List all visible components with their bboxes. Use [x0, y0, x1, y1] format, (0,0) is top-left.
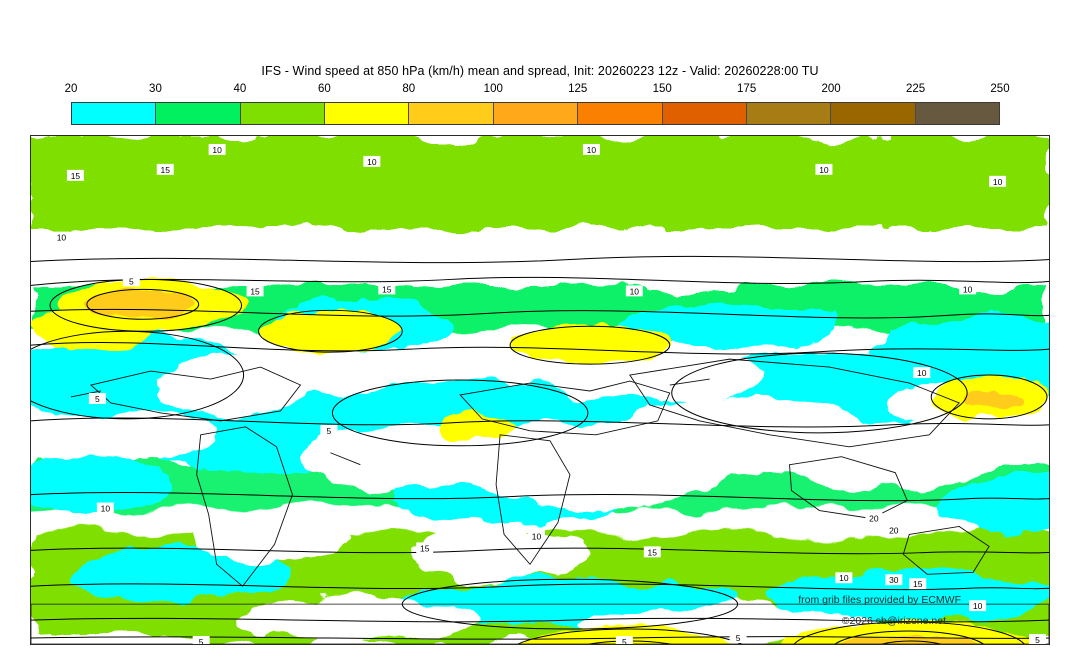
- colorbar-band-150-175: [662, 103, 747, 124]
- contour-label: 5: [1029, 634, 1047, 644]
- copyright-credit: ©2026 sb@irizone.net: [841, 615, 946, 627]
- colorbar-tick-40: 40: [233, 83, 247, 95]
- contour-label: 5: [122, 275, 140, 286]
- svg-text:15: 15: [250, 286, 260, 296]
- contour-label: 10: [363, 155, 381, 167]
- contour-label: 15: [66, 169, 84, 181]
- contour-label: 5: [88, 392, 106, 404]
- contour-label: 5: [320, 424, 338, 436]
- colorbar-tick-200: 200: [821, 83, 841, 95]
- colorbar-tick-125: 125: [568, 83, 588, 95]
- svg-text:5: 5: [736, 633, 741, 643]
- colorbar-band-30-40: [156, 103, 241, 124]
- contour-label-layer: 10 10 10 10 10 15 15 10 5 15 15 10 10 5 …: [52, 143, 1047, 644]
- source-credit: from grib files provided by ECMWF: [798, 594, 961, 606]
- spread-contour-layer: [31, 255, 1049, 644]
- contour-label: 10: [815, 163, 833, 175]
- colorbar-band-200-225: [831, 103, 916, 124]
- band-layer-amber: [88, 288, 1025, 644]
- colorbar-band-225-250: [915, 103, 999, 124]
- svg-text:15: 15: [913, 579, 923, 589]
- contour-label: 10: [835, 572, 853, 583]
- coastline-layer: [31, 358, 1049, 644]
- contour-label: 10: [913, 367, 931, 378]
- colorbar-band-20-30: [72, 103, 157, 124]
- colorbar-band-40-60: [240, 103, 326, 124]
- filled-contour-layer: [31, 136, 1049, 644]
- colorbar-tick-labels: 20 30 40 60 80 100 125 150 175 200 225 250: [65, 83, 1010, 99]
- colorbar-band-60-80: [325, 103, 410, 124]
- contour-label: 10: [959, 283, 977, 294]
- svg-text:10: 10: [367, 157, 377, 167]
- page-title: IFS - Wind speed at 850 hPa (km/h) mean …: [261, 64, 819, 78]
- contour-label: 20: [885, 524, 903, 535]
- svg-text:10: 10: [819, 165, 829, 175]
- contour-label: 20: [865, 512, 883, 523]
- svg-text:10: 10: [532, 531, 542, 541]
- contour-label: 15: [416, 542, 434, 553]
- map-canvas[interactable]: 10 10 10 10 10 15 15 10 5 15 15 10 10 5 …: [30, 135, 1050, 645]
- contour-label: 10: [52, 231, 70, 243]
- svg-text:20: 20: [869, 513, 879, 523]
- contour-label: 10: [208, 143, 226, 155]
- colorbar-tick-60: 60: [317, 83, 331, 95]
- svg-text:10: 10: [993, 177, 1003, 187]
- contour-label: 5: [192, 636, 210, 644]
- svg-text:10: 10: [839, 573, 849, 583]
- svg-text:5: 5: [129, 276, 134, 286]
- colorbar-tick-150: 150: [652, 83, 672, 95]
- svg-text:5: 5: [622, 637, 627, 644]
- contour-label: 15: [378, 283, 396, 294]
- svg-text:15: 15: [648, 547, 658, 557]
- contour-label: 10: [96, 502, 114, 514]
- contour-label: 30: [885, 574, 903, 585]
- colorbar-tick-80: 80: [402, 83, 416, 95]
- contour-label: 10: [528, 530, 545, 541]
- svg-text:15: 15: [161, 165, 171, 175]
- contour-label: 15: [909, 578, 927, 589]
- contour-label: 5: [729, 632, 747, 643]
- contour-label: 10: [989, 175, 1007, 187]
- svg-text:10: 10: [101, 504, 111, 514]
- colorbar-band-175-200: [746, 103, 832, 124]
- contour-label: 15: [156, 163, 174, 175]
- colorbar-tick-225: 225: [905, 83, 926, 95]
- colorbar-tick-175: 175: [737, 83, 757, 95]
- svg-text:10: 10: [917, 368, 927, 378]
- contour-label: 10: [969, 600, 987, 611]
- svg-text:10: 10: [973, 601, 983, 611]
- svg-text:30: 30: [889, 575, 899, 585]
- svg-text:20: 20: [889, 525, 899, 535]
- colorbar-band-125-150: [578, 103, 663, 124]
- colorbar-tick-100: 100: [483, 83, 503, 95]
- colorbar-band-100-125: [493, 103, 579, 124]
- svg-text:5: 5: [199, 637, 204, 644]
- svg-text:10: 10: [587, 145, 597, 155]
- svg-text:10: 10: [630, 286, 640, 296]
- svg-text:5: 5: [1035, 635, 1040, 644]
- colorbar-tick-250: 250: [990, 83, 1010, 95]
- colorbar-band-80-100: [409, 103, 494, 124]
- contour-label: 10: [582, 143, 600, 155]
- contour-label: 5: [615, 636, 633, 644]
- svg-text:10: 10: [57, 233, 67, 243]
- colorbar: [71, 102, 1000, 125]
- svg-text:10: 10: [212, 145, 222, 155]
- colorbar-tick-30: 30: [149, 83, 162, 95]
- colorbar-tick-20: 20: [64, 83, 78, 95]
- svg-text:5: 5: [327, 426, 332, 436]
- svg-text:10: 10: [963, 284, 973, 294]
- svg-text:15: 15: [382, 284, 392, 294]
- contour-label: 15: [643, 546, 661, 557]
- svg-text:15: 15: [71, 171, 81, 181]
- svg-text:5: 5: [95, 394, 100, 404]
- contour-label: 10: [625, 285, 643, 296]
- colorbar-bands: [71, 102, 1000, 125]
- contour-label: 15: [246, 285, 264, 296]
- svg-text:15: 15: [420, 543, 430, 553]
- map-field: 10 10 10 10 10 15 15 10 5 15 15 10 10 5 …: [31, 136, 1049, 644]
